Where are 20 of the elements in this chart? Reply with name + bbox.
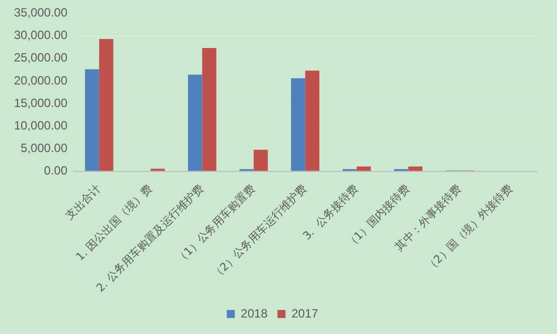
bar xyxy=(99,38,114,171)
bar xyxy=(356,166,371,171)
bar xyxy=(188,74,202,171)
y-tick-label: 10,000.00 xyxy=(14,118,68,133)
x-tick-label: 支出合计 xyxy=(62,182,104,222)
y-tick-label: 5,000.00 xyxy=(20,141,68,156)
y-tick-label: 0.00 xyxy=(44,164,68,178)
y-tick-label: 30,000.00 xyxy=(14,28,68,42)
y-tick-label: 20,000.00 xyxy=(14,73,68,88)
bar xyxy=(408,166,422,171)
bar xyxy=(202,48,216,171)
legend-label: 2017 xyxy=(292,306,319,320)
y-tick-label: 25,000.00 xyxy=(14,50,68,65)
bar xyxy=(254,150,268,171)
y-tick-label: 35,000.00 xyxy=(14,6,68,20)
bar xyxy=(305,70,320,171)
bar xyxy=(291,78,306,171)
bar xyxy=(84,69,100,171)
legend-label: 2018 xyxy=(240,306,268,320)
y-tick-label: 15,000.00 xyxy=(14,96,68,110)
